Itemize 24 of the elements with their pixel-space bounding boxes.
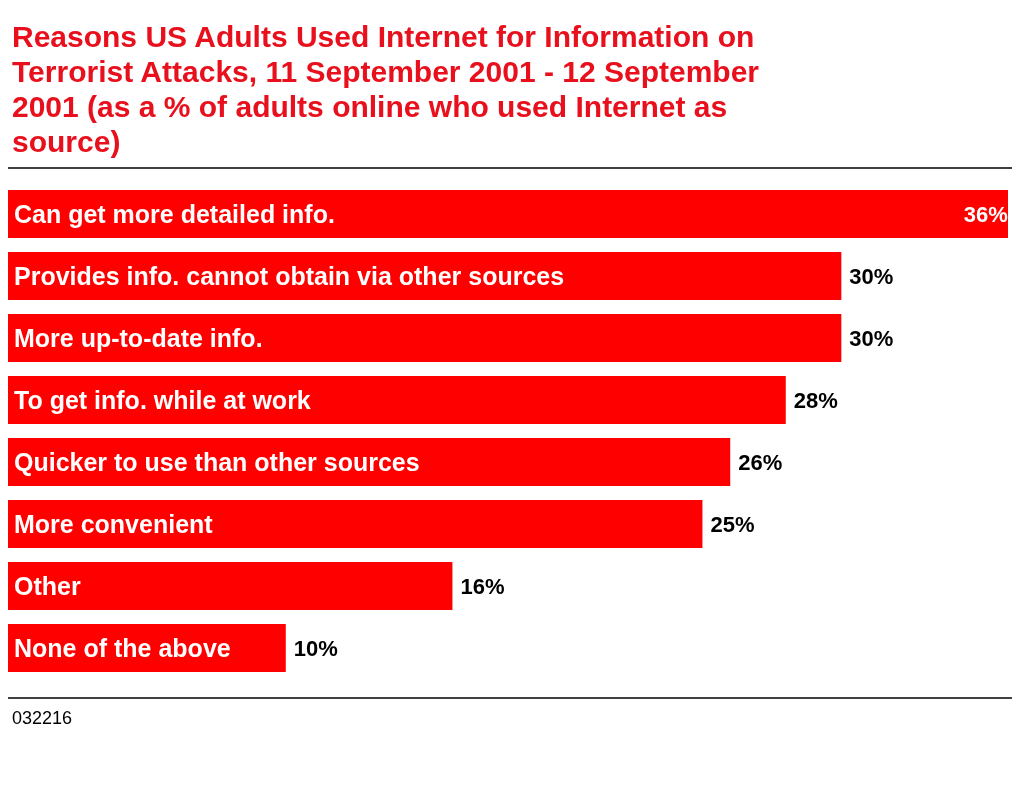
bar (8, 190, 1008, 238)
y-tick-label: More up-to-date info. (14, 323, 263, 352)
y-tick-label: Provides info. cannot obtain via other sources (14, 261, 565, 290)
y-tick-label: Other (14, 571, 81, 600)
bar (8, 500, 703, 548)
data-label: 28% (793, 387, 838, 413)
data-label: 36% (963, 201, 1008, 227)
y-tick-label: None of the above (14, 633, 231, 662)
y-tick-label: To get info. while at work (14, 385, 311, 414)
bar (8, 314, 842, 362)
bar (8, 376, 786, 424)
bar (8, 438, 731, 486)
y-tick-label: Quicker to use than other sources (14, 447, 420, 476)
data-label: 25% (710, 511, 755, 537)
data-label: 10% (293, 635, 338, 661)
y-tick-label: More convenient (14, 509, 214, 538)
data-label: 26% (738, 449, 783, 475)
y-tick-label: Can get more detailed info. (14, 199, 335, 228)
data-label: 30% (849, 325, 894, 351)
chart-title: Reasons US Adults Used Internet for Information on Terrorist Attacks, 11 September 2001 - 12 September 2001 (as a % of adults online who used Internet as source) (12, 20, 760, 158)
data-label: 16% (460, 573, 505, 599)
text: 032216 (12, 708, 73, 728)
data-label: 30% (849, 263, 894, 289)
bar (8, 562, 453, 610)
